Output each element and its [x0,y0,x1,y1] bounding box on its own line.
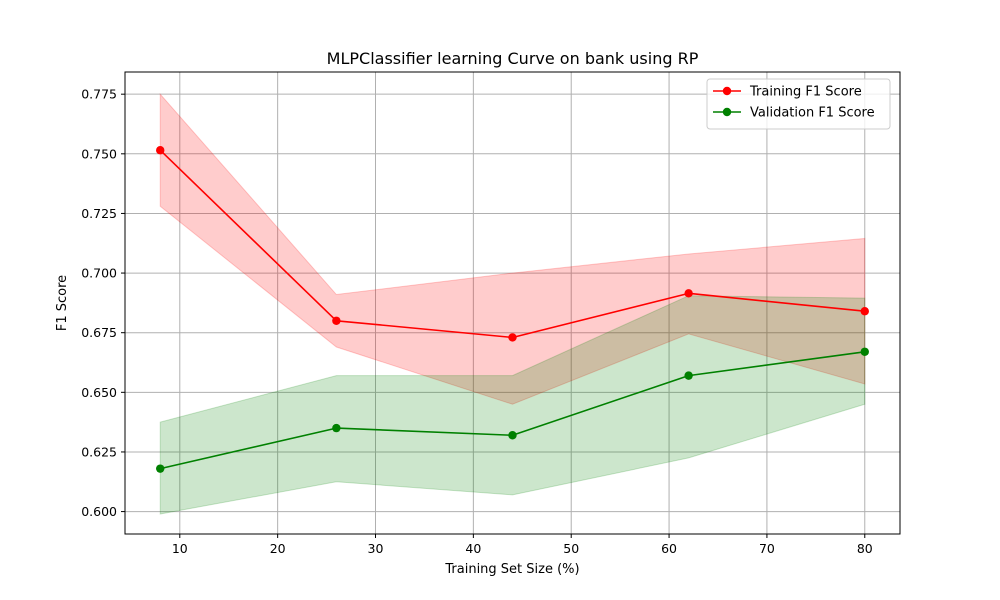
legend-label: Training F1 Score [749,85,862,100]
data-point [332,316,341,325]
legend-entries: Training F1 Score Validation F1 Score [713,85,875,121]
data-point [860,347,869,356]
data-point [508,333,517,342]
x-axis-label: Training Set Size (%) [444,562,579,577]
y-tick-label: 0.750 [81,146,117,161]
plot-area-frame [124,71,901,535]
x-tick-label: 70 [759,541,775,556]
x-tick-label: 50 [563,541,579,556]
legend-marker [722,86,732,96]
series-markers [156,146,869,473]
y-tick-label: 0.625 [81,444,117,459]
data-point [332,423,341,433]
legend-marker [722,107,732,117]
chart-title: MLPClassifier learning Curve on bank usi… [327,49,699,68]
x-tick-label: 60 [661,541,677,556]
y-tick-label: 0.650 [81,385,117,400]
y-axis-label: F1 Score [55,275,70,331]
data-point [156,464,165,473]
legend-entry: Training F1 Score [713,85,862,100]
x-tick-label: 10 [172,541,188,556]
confidence-band [159,92,866,405]
y-tick-label: 0.700 [81,266,117,281]
confidence-bands [159,92,866,515]
data-point [508,431,517,440]
data-point [684,371,693,380]
legend-entry: Validation F1 Score [713,106,875,121]
y-tick-label: 0.775 [81,87,117,102]
y-tick-label: 0.675 [81,325,117,340]
legend-label: Validation F1 Score [750,106,875,121]
grid-lines [125,72,900,534]
y-tick-label: 0.725 [81,206,117,221]
legend-box [706,78,891,130]
x-tick-label: 30 [368,541,384,556]
y-tick-label: 0.600 [81,504,117,519]
data-point [860,307,869,316]
x-tick-label: 40 [465,541,481,556]
x-tick-label: 20 [270,541,286,556]
axis-ticks: 10 20 30 40 50 60 70 80 0.600 0.625 0.650 0.675 0.70… [81,87,873,556]
x-tick-label: 80 [857,541,873,556]
data-point [684,289,693,298]
confidence-band [159,295,866,515]
chart-legend: Training F1 Score Validation F1 Score [706,78,891,130]
data-point [156,146,165,155]
